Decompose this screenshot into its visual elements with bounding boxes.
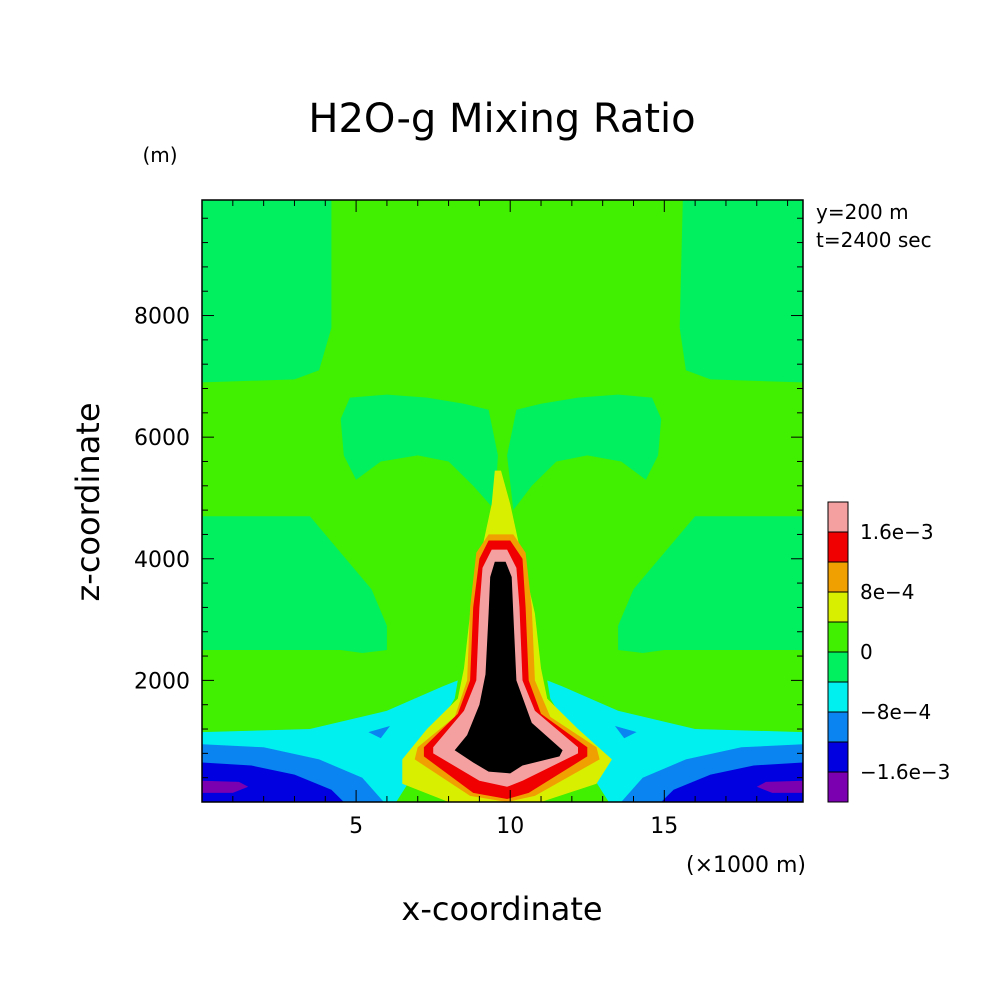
chart-title: H2O-g Mixing Ratio bbox=[308, 96, 695, 142]
y-axis-label: z-coordinate bbox=[69, 402, 107, 601]
contour-butterfly-left bbox=[340, 394, 498, 511]
contour-butterfly-right bbox=[507, 394, 662, 511]
x-tick-label: 10 bbox=[496, 814, 524, 839]
contour-upper-right-band bbox=[679, 200, 803, 383]
contour-mid-right-band bbox=[618, 516, 803, 653]
x-unit-label: (×1000 m) bbox=[686, 853, 806, 878]
annotation-y: y=200 m bbox=[816, 200, 909, 224]
colorbar-label: 8e−4 bbox=[860, 580, 915, 604]
contour-left-darkblue-band bbox=[202, 762, 344, 802]
colorbar-segment bbox=[827, 651, 849, 683]
colorbar-segment bbox=[827, 711, 849, 743]
y-tick-label: 2000 bbox=[134, 669, 190, 694]
contour-left-purple-core bbox=[202, 780, 249, 793]
y-tick-label: 4000 bbox=[134, 548, 190, 573]
contour-mid-left-band bbox=[202, 516, 387, 653]
plot-frame bbox=[201, 199, 804, 803]
x-tick-label: 5 bbox=[349, 814, 363, 839]
annotation-t: t=2400 sec bbox=[816, 228, 932, 252]
x-axis-label: x-coordinate bbox=[401, 890, 602, 928]
colorbar-label: 1.6e−3 bbox=[860, 520, 934, 544]
colorbar-segment bbox=[827, 501, 849, 533]
colorbar-segment bbox=[827, 771, 849, 803]
contour-upper-left-band bbox=[202, 200, 332, 383]
contour-plume-low-right bbox=[716, 683, 803, 705]
contour-right-darkblue-band bbox=[661, 762, 803, 802]
contour-plume-0.002 bbox=[454, 561, 563, 774]
contour-right-purple-core bbox=[756, 780, 803, 793]
colorbar-segment bbox=[827, 621, 849, 653]
y-tick-label: 6000 bbox=[134, 426, 190, 451]
plot-area bbox=[202, 200, 803, 802]
colorbar-segment bbox=[827, 591, 849, 623]
colorbar-label: −1.6e−3 bbox=[860, 760, 950, 784]
colorbar-label: 0 bbox=[860, 640, 873, 664]
colorbar-segment bbox=[827, 561, 849, 593]
y-unit-label: (m) bbox=[142, 143, 177, 167]
colorbar-segment bbox=[827, 531, 849, 563]
contour-plume-low-left bbox=[202, 683, 289, 705]
contour-left-blue-fleck bbox=[368, 726, 390, 739]
y-tick-label: 8000 bbox=[134, 305, 190, 330]
x-tick-label: 15 bbox=[650, 814, 678, 839]
colorbar-segment bbox=[827, 681, 849, 713]
colorbar-segment bbox=[827, 741, 849, 773]
contour-right-blue-fleck bbox=[615, 726, 637, 739]
colorbar-label: −8e−4 bbox=[860, 700, 931, 724]
colorbar: −1.6e−3 −8e−4 0 8e−4 1.6e−3 bbox=[827, 501, 950, 803]
